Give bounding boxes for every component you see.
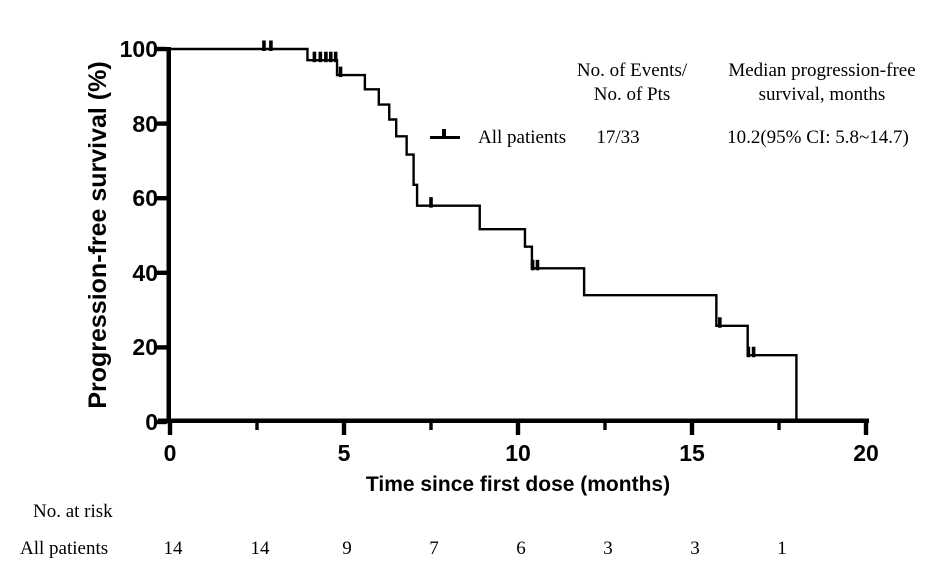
at-risk-count: 9	[342, 538, 352, 559]
x-axis-minor-tick	[777, 422, 781, 430]
legend-median-value: 10.2(95% CI: 5.8~14.7)	[727, 127, 909, 148]
x-tick-label-0: 0	[163, 440, 177, 466]
y-axis-tick	[157, 345, 167, 350]
y-axis-title: Progression-free survival (%)	[84, 61, 112, 409]
censor-tick	[429, 197, 433, 208]
x-axis-tick	[167, 422, 173, 435]
at-risk-row-label: All patients	[20, 538, 109, 559]
censor-tick	[328, 51, 333, 63]
at-risk-count: 14	[163, 538, 183, 559]
at-risk-count: 3	[603, 538, 613, 559]
x-axis-minor-tick	[603, 422, 607, 430]
x-axis-tick	[689, 422, 695, 435]
x-tick-label-20: 20	[853, 440, 879, 466]
x-axis-minor-tick	[255, 422, 259, 430]
events-column-header: No. of Events/ No. of Pts	[522, 59, 742, 107]
at-risk-count: 1	[777, 538, 787, 559]
at-risk-count: 7	[429, 538, 439, 559]
censor-tick	[338, 66, 343, 78]
at-risk-table-title: No. at risk	[33, 501, 113, 522]
censor-tick	[324, 51, 328, 63]
censor-tick	[718, 317, 722, 328]
median-column-header: Median progression-free survival, months	[702, 59, 931, 107]
x-tick-label-10: 10	[505, 440, 531, 466]
x-axis-tick	[515, 422, 521, 435]
censor-tick	[751, 346, 756, 358]
at-risk-count: 6	[516, 538, 526, 559]
censor-tick	[535, 259, 540, 271]
x-axis-tick	[341, 422, 347, 435]
legend-events-value: 17/33	[596, 127, 640, 148]
at-risk-count: 14	[250, 538, 270, 559]
y-tick-label-80: 80	[132, 110, 158, 137]
censor-tick	[262, 40, 266, 51]
events-header-line1: No. of Events/	[576, 60, 688, 81]
km-step-curve	[170, 47, 798, 422]
y-axis-tick	[157, 419, 167, 425]
x-axis-minor-tick	[429, 422, 433, 430]
x-axis-tick	[863, 422, 869, 435]
x-axis-line	[158, 418, 869, 423]
y-axis-tick	[157, 270, 167, 275]
legend-series-label: All patients	[478, 127, 567, 148]
y-axis-tick	[157, 196, 167, 201]
censor-tick	[530, 259, 535, 271]
events-header-line2: No. of Pts	[593, 84, 671, 105]
median-header-line1: Median progression-free	[728, 60, 916, 81]
x-tick-label-15: 15	[679, 440, 705, 466]
at-risk-count: 3	[690, 538, 700, 559]
y-axis-tick	[157, 46, 167, 52]
y-tick-label-40: 40	[132, 259, 158, 286]
y-axis-tick	[157, 121, 167, 126]
censor-tick	[333, 51, 338, 63]
censor-tick	[269, 40, 273, 51]
x-axis-title: Time since first dose (months)	[365, 473, 671, 496]
y-axis-line	[166, 47, 171, 424]
legend-marker-tick	[442, 129, 446, 138]
y-tick-label-20: 20	[132, 334, 158, 361]
median-header-line2: survival, months	[758, 84, 886, 105]
x-tick-label-5: 5	[337, 440, 351, 466]
y-tick-label-60: 60	[132, 185, 158, 212]
censor-tick	[746, 346, 751, 358]
censor-tick	[312, 51, 317, 63]
y-tick-label-0: 0	[145, 409, 158, 435]
y-tick-label-100: 100	[119, 36, 158, 62]
censor-tick	[318, 51, 323, 63]
